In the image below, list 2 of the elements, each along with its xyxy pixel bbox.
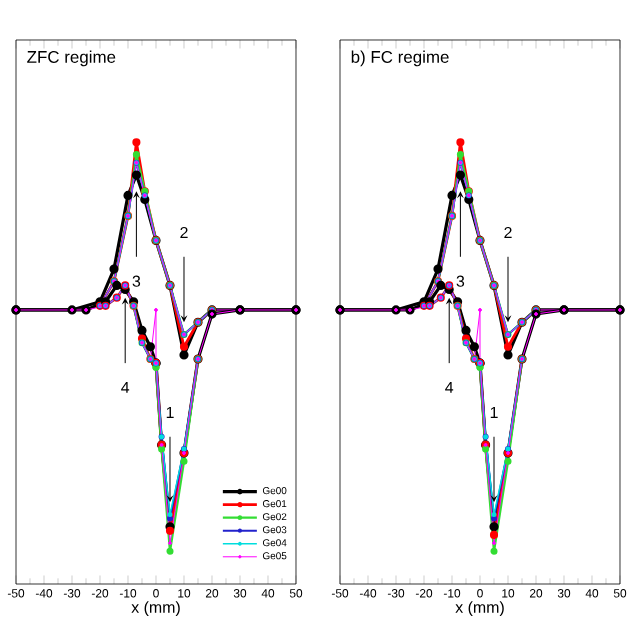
chart-title: ZFC regime: [27, 50, 116, 67]
chart-title: b) FC regime: [351, 50, 449, 67]
